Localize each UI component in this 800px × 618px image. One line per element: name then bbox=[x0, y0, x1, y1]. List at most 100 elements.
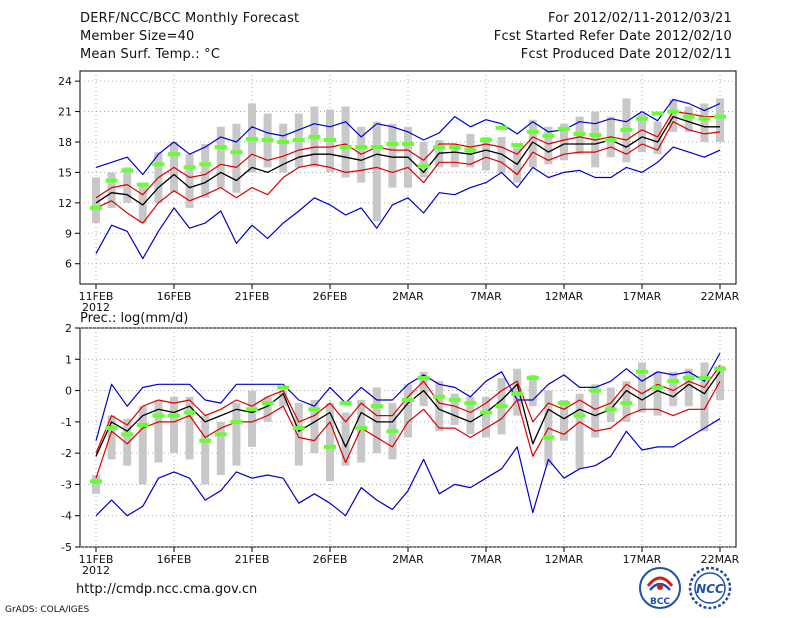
temp-obs-box bbox=[450, 144, 459, 168]
prec-obs-box bbox=[466, 396, 475, 435]
temp-obs-mark bbox=[355, 145, 368, 150]
temp-obs-mark bbox=[183, 165, 196, 170]
prec-obs-box bbox=[591, 384, 600, 438]
prec-obs-mark bbox=[714, 366, 726, 371]
prec-x-tick-label: 7MAR bbox=[470, 553, 502, 566]
temp-obs-mark bbox=[308, 134, 321, 139]
temp-obs-mark bbox=[402, 142, 414, 147]
temp-obs-mark bbox=[277, 140, 290, 144]
prec-series-upper-line bbox=[95, 365, 721, 454]
prec-obs-mark bbox=[168, 413, 180, 418]
grads-credit: GrADS: COLA/IGES bbox=[5, 605, 90, 615]
temp-obs-mark bbox=[370, 145, 383, 150]
prec-y-tick-label: 1 bbox=[65, 353, 72, 366]
prec-x-tick-label: 2MAR bbox=[392, 553, 424, 566]
temp-obs-mark bbox=[386, 142, 399, 147]
prec-obs-mark bbox=[90, 479, 102, 484]
temp-series-max-line bbox=[95, 98, 721, 176]
temp-obs-mark bbox=[573, 131, 586, 136]
prec-obs-box bbox=[232, 403, 241, 466]
temp-obs-mark bbox=[480, 137, 492, 142]
temp-y-tick-label: 15 bbox=[58, 166, 72, 179]
prec-obs-box bbox=[372, 387, 381, 454]
prec-obs-box bbox=[216, 421, 225, 476]
prec-obs-mark bbox=[199, 438, 212, 443]
prec-obs-mark bbox=[480, 410, 492, 415]
temp-obs-mark bbox=[199, 162, 212, 167]
temp-y-tick-label: 18 bbox=[58, 136, 72, 149]
prec-obs-mark bbox=[589, 388, 602, 393]
prec-obs-mark bbox=[651, 385, 664, 390]
temp-obs-box bbox=[544, 126, 553, 165]
temp-obs-box bbox=[341, 106, 350, 178]
chart-title: DERF/NCC/BCC Monthly Forecast bbox=[80, 11, 300, 26]
temp-obs-mark bbox=[292, 137, 305, 142]
prec-obs-mark bbox=[136, 422, 149, 427]
temp-obs-box bbox=[279, 123, 288, 173]
prec-obs-box bbox=[638, 362, 646, 413]
temp-obs-mark bbox=[495, 125, 508, 130]
temp-y-tick-label: 12 bbox=[58, 197, 72, 210]
source-url[interactable]: http://cmdp.ncc.cma.gov.cn bbox=[76, 582, 258, 597]
prec-obs-mark bbox=[324, 444, 336, 449]
temp-obs-box bbox=[560, 123, 568, 161]
prec-obs-box bbox=[310, 399, 319, 454]
temp-obs-box bbox=[216, 126, 225, 188]
prec-obs-box bbox=[123, 418, 132, 466]
prec-obs-box bbox=[482, 396, 490, 438]
temp-x-tick-label: 21FEB bbox=[235, 290, 270, 303]
temp-obs-mark bbox=[636, 116, 648, 121]
temp-obs-mark bbox=[261, 137, 274, 142]
temp-obs-mark bbox=[105, 178, 118, 183]
temp-obs-mark bbox=[324, 137, 336, 142]
temp-obs-mark bbox=[433, 145, 446, 150]
prec-obs-mark bbox=[402, 397, 414, 402]
temp-obs-mark bbox=[558, 126, 570, 131]
prec-obs-box bbox=[107, 415, 116, 460]
prec-obs-box bbox=[419, 371, 428, 407]
prec-series-max-line bbox=[95, 352, 721, 441]
prec-obs-box bbox=[450, 393, 459, 425]
prec-obs-mark bbox=[495, 404, 508, 409]
prec-obs-box bbox=[170, 396, 178, 454]
prec-obs-mark bbox=[386, 429, 399, 434]
prec-obs-mark bbox=[152, 413, 165, 418]
temp-obs-box bbox=[372, 121, 381, 222]
prec-obs-box bbox=[669, 371, 678, 407]
temp-series-lower-line bbox=[95, 121, 721, 224]
temp-obs-mark bbox=[214, 145, 227, 150]
prec-obs-box bbox=[575, 393, 584, 469]
temp-obs-box bbox=[138, 184, 147, 224]
temp-y-tick-label: 24 bbox=[58, 75, 72, 88]
temp-obs-mark bbox=[620, 127, 633, 132]
temp-obs-mark bbox=[604, 137, 617, 142]
prec-y-tick-label: -1 bbox=[61, 416, 72, 429]
temp-obs-box bbox=[232, 123, 241, 193]
prec-obs-box bbox=[700, 362, 709, 432]
prec-obs-mark bbox=[183, 410, 196, 415]
temp-obs-mark bbox=[168, 152, 180, 157]
prec-obs-mark bbox=[433, 394, 446, 399]
prec-obs-mark bbox=[417, 376, 430, 381]
prec-obs-mark bbox=[355, 426, 368, 431]
prec-x-tick-label: 11FEB bbox=[79, 553, 114, 566]
prec-obs-box bbox=[185, 396, 194, 460]
prec-obs-mark bbox=[698, 376, 711, 381]
temp-obs-mark bbox=[339, 145, 352, 150]
prec-obs-box bbox=[201, 415, 210, 485]
prec-obs-box bbox=[606, 387, 615, 422]
prec-x-tick-label: 12MAR bbox=[545, 553, 584, 566]
prec-obs-mark bbox=[105, 426, 118, 431]
variable-label: Mean Surf. Temp.: °C bbox=[80, 47, 221, 62]
prec-obs-box bbox=[294, 403, 303, 466]
prec-obs-box bbox=[138, 406, 147, 485]
prec-obs-mark bbox=[308, 407, 321, 412]
temp-obs-mark bbox=[448, 145, 461, 150]
bcc-logo: BCC bbox=[639, 567, 681, 609]
prec-obs-box bbox=[435, 381, 444, 432]
prec-series-min-line bbox=[95, 418, 721, 517]
prec-obs-box bbox=[528, 374, 537, 407]
forecast-produced-label: Fcst Produced Date 2012/02/11 bbox=[520, 47, 732, 62]
temp-obs-box bbox=[201, 144, 210, 198]
